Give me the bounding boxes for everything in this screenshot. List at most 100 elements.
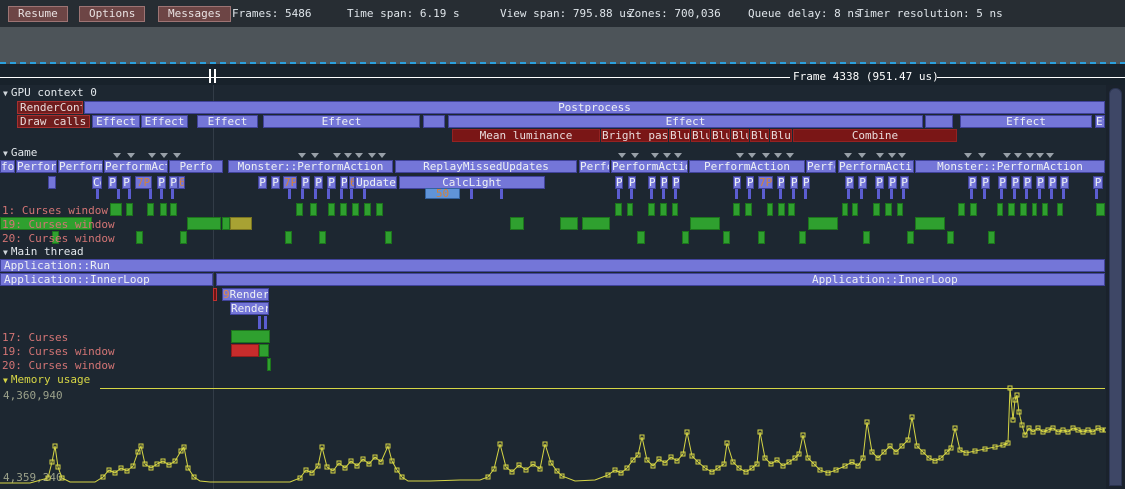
zone-effect[interactable]: Effect: [448, 115, 923, 128]
zone-tick[interactable]: [847, 189, 850, 199]
zone-tick[interactable]: [500, 189, 503, 199]
thread-activity-box[interactable]: [885, 203, 892, 216]
zone-p[interactable]: P: [1060, 176, 1069, 189]
zone-p[interactable]: P: [271, 176, 280, 189]
zone-tick[interactable]: [877, 189, 880, 199]
zone-perform[interactable]: Perform: [58, 160, 103, 173]
zone-p[interactable]: P: [258, 176, 267, 189]
zone-effect[interactable]: Effect: [960, 115, 1092, 128]
zone-blur[interactable]: Blur: [711, 129, 730, 142]
thread-activity-box[interactable]: [627, 203, 633, 216]
zone-7p[interactable]: 7P: [758, 176, 773, 189]
thread-activity-box[interactable]: [376, 203, 383, 216]
zone-blu[interactable]: Blu: [750, 129, 769, 142]
zone-performaction[interactable]: PerformAction: [689, 160, 805, 173]
zone-tick[interactable]: [96, 189, 99, 199]
zone-p[interactable]: P: [981, 176, 990, 189]
zone-effect[interactable]: Effect: [197, 115, 258, 128]
zone-p[interactable]: P: [1023, 176, 1032, 189]
thread-activity-box[interactable]: [637, 231, 645, 244]
thread-activity-box[interactable]: [648, 203, 655, 216]
zone-p[interactable]: P: [790, 176, 798, 189]
zone-unnamed[interactable]: [925, 115, 953, 128]
zone-tick[interactable]: [748, 189, 751, 199]
zone-p[interactable]: P: [340, 176, 348, 189]
zone-p[interactable]: P: [628, 176, 636, 189]
zone-blur[interactable]: Blur: [731, 129, 749, 142]
thread-activity-box[interactable]: [947, 231, 954, 244]
thread-activity-box[interactable]: [758, 231, 765, 244]
zone-tick[interactable]: [983, 189, 986, 199]
zone-6[interactable]: 6: [349, 176, 355, 189]
zone-p[interactable]: P: [327, 176, 336, 189]
thread-activity-box[interactable]: [126, 203, 133, 216]
zone-p[interactable]: P: [122, 176, 131, 189]
thread-activity-box[interactable]: [897, 203, 903, 216]
zone-tick[interactable]: [1050, 189, 1053, 199]
thread-activity-box[interactable]: [799, 231, 806, 244]
zone-p[interactable]: P: [314, 176, 323, 189]
zone-50[interactable]: 50: [425, 188, 460, 199]
thread-activity-box[interactable]: [988, 231, 995, 244]
thread-activity-box[interactable]: [615, 203, 622, 216]
thread-activity-box[interactable]: [222, 217, 230, 230]
thread-activity-box[interactable]: [364, 203, 371, 216]
messages-button[interactable]: Messages: [158, 6, 231, 22]
zone-perfc[interactable]: Perfc: [579, 160, 610, 173]
thread-activity-box[interactable]: [230, 217, 252, 230]
thread-activity-box[interactable]: [1057, 203, 1063, 216]
zone-performaction[interactable]: PerformAction: [104, 160, 168, 173]
zone-tick[interactable]: [674, 189, 677, 199]
zone-tick[interactable]: [890, 189, 893, 199]
zone-p[interactable]: P: [746, 176, 754, 189]
zone-tick[interactable]: [314, 189, 317, 199]
section-header-main-thread[interactable]: ▼ Main thread: [3, 245, 84, 258]
zone-tick[interactable]: [902, 189, 905, 199]
thread-activity-box[interactable]: [352, 203, 359, 216]
zone-p[interactable]: P: [733, 176, 741, 189]
frame-marker-handle[interactable]: [214, 69, 216, 83]
zone-p[interactable]: P: [845, 176, 854, 189]
zone-effect[interactable]: Effect: [92, 115, 140, 128]
thread-activity-box[interactable]: [136, 231, 143, 244]
zone-tick[interactable]: [804, 189, 807, 199]
zone-fo[interactable]: fo: [0, 160, 15, 173]
time-ruler[interactable]: Frame 4338 (951.47 us): [0, 64, 1125, 85]
zone-p[interactable]: P: [660, 176, 668, 189]
zone-tick[interactable]: [860, 189, 863, 199]
zone-p[interactable]: P: [888, 176, 897, 189]
zone-effect[interactable]: Effect: [263, 115, 420, 128]
zone-unnamed[interactable]: [48, 176, 56, 189]
zone-tick[interactable]: [792, 189, 795, 199]
thread-activity-box[interactable]: [958, 203, 965, 216]
zone-update[interactable]: Update: [355, 176, 397, 189]
thread-activity-box[interactable]: [231, 344, 259, 357]
zone-p[interactable]: P: [648, 176, 656, 189]
thread-activity-box[interactable]: [1042, 203, 1048, 216]
zone-p[interactable]: P: [1048, 176, 1057, 189]
frames-overview[interactable]: [0, 27, 1125, 64]
zone-calclight[interactable]: CalcLight: [399, 176, 545, 189]
section-header-gpu-context-0[interactable]: ▼ GPU context 0: [3, 86, 97, 99]
zone-combine[interactable]: Combine: [793, 129, 957, 142]
zone-tick[interactable]: [630, 189, 633, 199]
zone-p[interactable]: P: [1036, 176, 1045, 189]
zone-monster-performaction[interactable]: Monster::PerformAction: [915, 160, 1105, 173]
zone-p[interactable]: P: [157, 176, 166, 189]
zone-tick[interactable]: [970, 189, 973, 199]
thread-activity-box[interactable]: [723, 231, 730, 244]
zone-tick[interactable]: [340, 189, 343, 199]
zone-tick[interactable]: [1095, 189, 1098, 199]
zone-application-innerloop[interactable]: Application::InnerLoop: [216, 273, 1105, 286]
zone-tick[interactable]: [301, 189, 304, 199]
thread-activity-box[interactable]: [690, 217, 720, 230]
zone-tick[interactable]: [662, 189, 665, 199]
thread-activity-box[interactable]: [582, 217, 610, 230]
zone-tick[interactable]: [762, 189, 765, 199]
thread-activity-box[interactable]: [660, 203, 667, 216]
thread-activity-box[interactable]: [259, 344, 269, 357]
zone-performactic[interactable]: PerformActic: [838, 160, 914, 173]
zone-tick[interactable]: [258, 316, 261, 329]
thread-activity-box[interactable]: [682, 231, 689, 244]
